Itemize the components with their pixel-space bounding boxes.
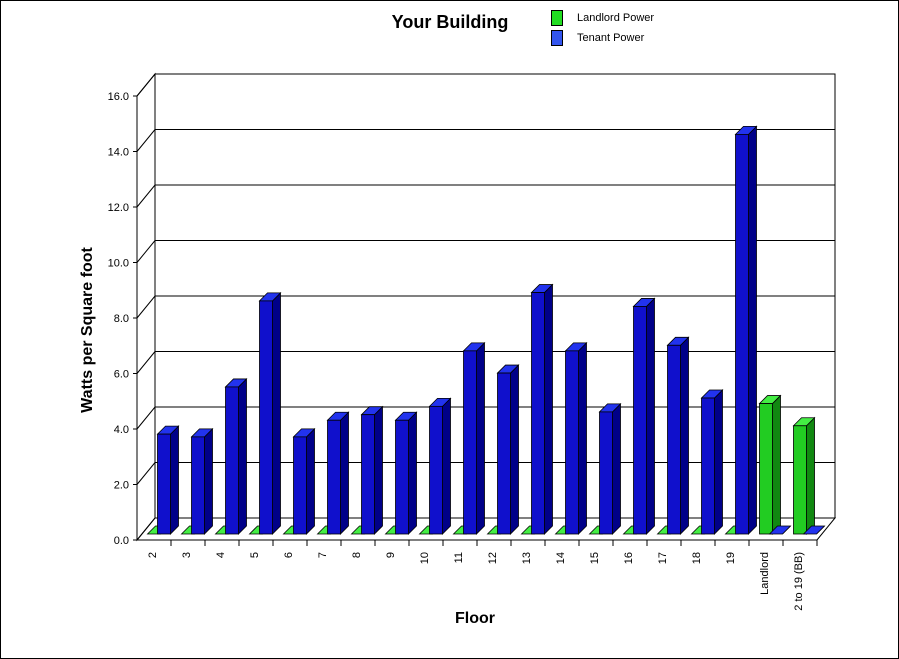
bar-tenant-power — [632, 297, 656, 535]
bar-tenant-power — [734, 125, 758, 535]
bar-tenant-power — [462, 341, 486, 535]
gridline — [136, 295, 835, 319]
x-tick-label: 15 — [589, 552, 601, 564]
y-tick-label: 0.0 — [114, 535, 129, 547]
bar-tenant-power — [530, 283, 554, 535]
bar-tenant-power — [190, 427, 214, 535]
gridline — [136, 240, 835, 263]
x-tick-label: 2 — [147, 552, 159, 558]
y-tick-label: 10.0 — [108, 258, 129, 270]
chart-legend: Landlord Power Tenant Power — [551, 8, 654, 48]
bar-tenant-power — [292, 427, 316, 535]
bar-landlord-power — [758, 394, 782, 535]
legend-swatch-landlord — [551, 10, 563, 26]
gridline — [136, 73, 835, 97]
x-tick-label: 14 — [555, 552, 567, 564]
bar-tenant-power — [258, 291, 282, 535]
y-tick-label: 16.0 — [108, 91, 129, 103]
legend-label-landlord: Landlord Power — [577, 12, 655, 24]
x-tick-label: 3 — [181, 552, 193, 558]
bar-tenant-power — [224, 377, 248, 535]
y-tick-label: 6.0 — [114, 369, 129, 381]
x-tick-label: 8 — [351, 552, 363, 558]
x-axis-label: Floor — [455, 610, 495, 627]
gridline — [136, 351, 835, 374]
x-tick-label: 4 — [215, 552, 227, 558]
bar-tenant-power — [666, 336, 690, 535]
y-tick-label: 14.0 — [108, 147, 129, 159]
bar-tenant-power — [700, 389, 724, 535]
legend-swatch-tenant — [551, 30, 563, 46]
bar-tenant-power — [156, 425, 180, 535]
y-tick-label: 2.0 — [114, 480, 129, 492]
x-tick-label: 17 — [657, 552, 669, 564]
bar-tenant-power — [394, 411, 418, 535]
legend-item-tenant: Tenant Power — [551, 28, 654, 48]
bar-tenant-power — [360, 405, 384, 535]
legend-label-tenant: Tenant Power — [577, 32, 645, 44]
chart-title: Your Building — [391, 12, 509, 32]
x-tick-label: 16 — [623, 552, 635, 564]
x-tick-label: 9 — [385, 552, 397, 558]
legend-item-landlord: Landlord Power — [551, 8, 654, 28]
gridline — [136, 129, 835, 152]
x-tick-label: 2 to 19 (BB) — [793, 552, 805, 611]
x-tick-label: 12 — [487, 552, 499, 564]
x-tick-label: 7 — [317, 552, 329, 558]
bar-tenant-power — [564, 341, 588, 535]
x-tick-label: 19 — [725, 552, 737, 564]
bar-tenant-power — [802, 525, 826, 535]
bar-tenant-power — [768, 525, 792, 535]
bar-tenant-power — [428, 397, 452, 535]
bar-tenant-power — [326, 411, 350, 535]
bar-landlord-power — [792, 416, 816, 535]
y-tick-label: 4.0 — [114, 424, 129, 436]
gridline — [136, 184, 835, 208]
bar-tenant-power — [598, 402, 622, 535]
x-tick-label: 11 — [453, 552, 465, 563]
x-tick-label: 5 — [249, 552, 261, 558]
x-tick-label: 10 — [419, 552, 431, 564]
x-tick-label: 13 — [521, 552, 533, 564]
x-tick-label: 6 — [283, 552, 295, 558]
y-tick-label: 12.0 — [108, 202, 129, 214]
x-tick-label: Landlord — [759, 552, 771, 595]
x-tick-label: 18 — [691, 552, 703, 564]
y-tick-label: 8.0 — [114, 313, 129, 325]
bar-tenant-power — [496, 364, 520, 535]
